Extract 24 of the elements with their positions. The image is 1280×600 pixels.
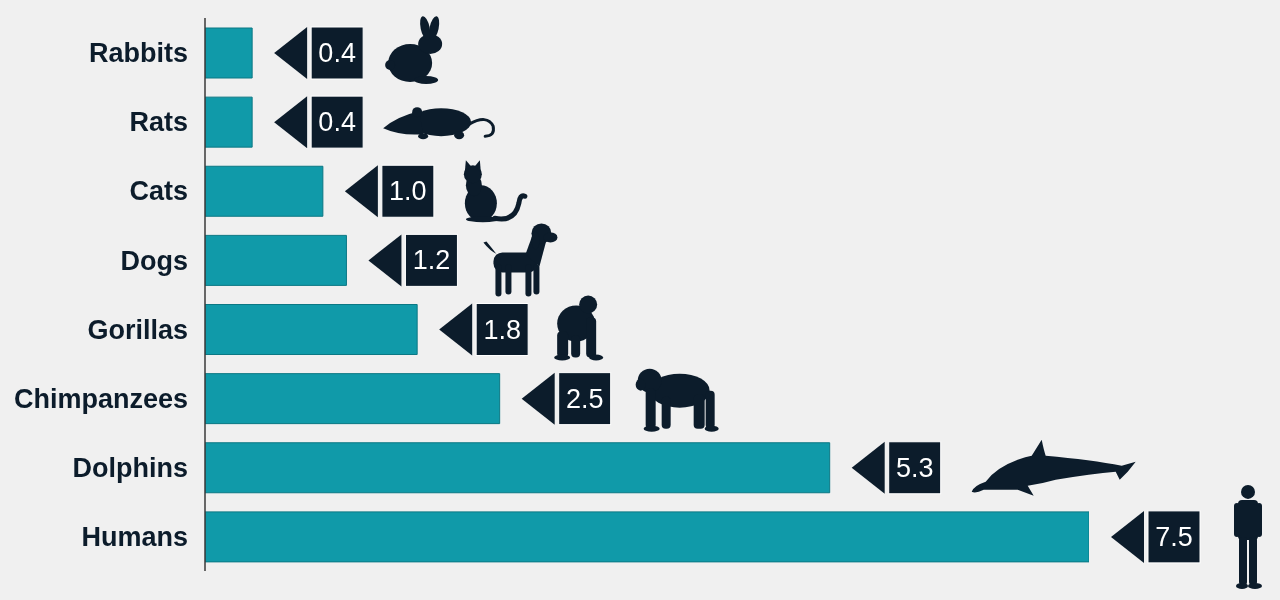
bar bbox=[205, 234, 347, 286]
data-label: 0.4 bbox=[318, 38, 356, 68]
y-tick-label: Humans bbox=[81, 522, 188, 553]
data-label: 0.4 bbox=[318, 107, 356, 138]
data-label: 2.5 bbox=[565, 383, 604, 414]
y-tick-label: Dogs bbox=[120, 245, 188, 276]
data-label: 1.8 bbox=[483, 314, 521, 345]
data-label: 5.3 bbox=[895, 452, 934, 483]
data-label: 1.0 bbox=[389, 176, 427, 207]
bar bbox=[205, 511, 1089, 563]
bar bbox=[205, 442, 831, 494]
y-tick-label: Rats bbox=[129, 107, 188, 138]
y-tick-label: Chimpanzees bbox=[13, 383, 188, 414]
bar bbox=[205, 165, 324, 217]
y-tick-label: Rabbits bbox=[88, 38, 188, 69]
y-tick-label: Cats bbox=[129, 176, 188, 207]
data-label: 1.2 bbox=[412, 245, 451, 276]
bar bbox=[205, 373, 501, 425]
y-tick-label: Dolphins bbox=[72, 452, 188, 483]
y-tick-label: Gorillas bbox=[87, 314, 188, 345]
bar bbox=[205, 27, 253, 79]
bar bbox=[205, 96, 253, 148]
bar bbox=[205, 304, 418, 355]
data-label: 7.5 bbox=[1155, 521, 1193, 552]
